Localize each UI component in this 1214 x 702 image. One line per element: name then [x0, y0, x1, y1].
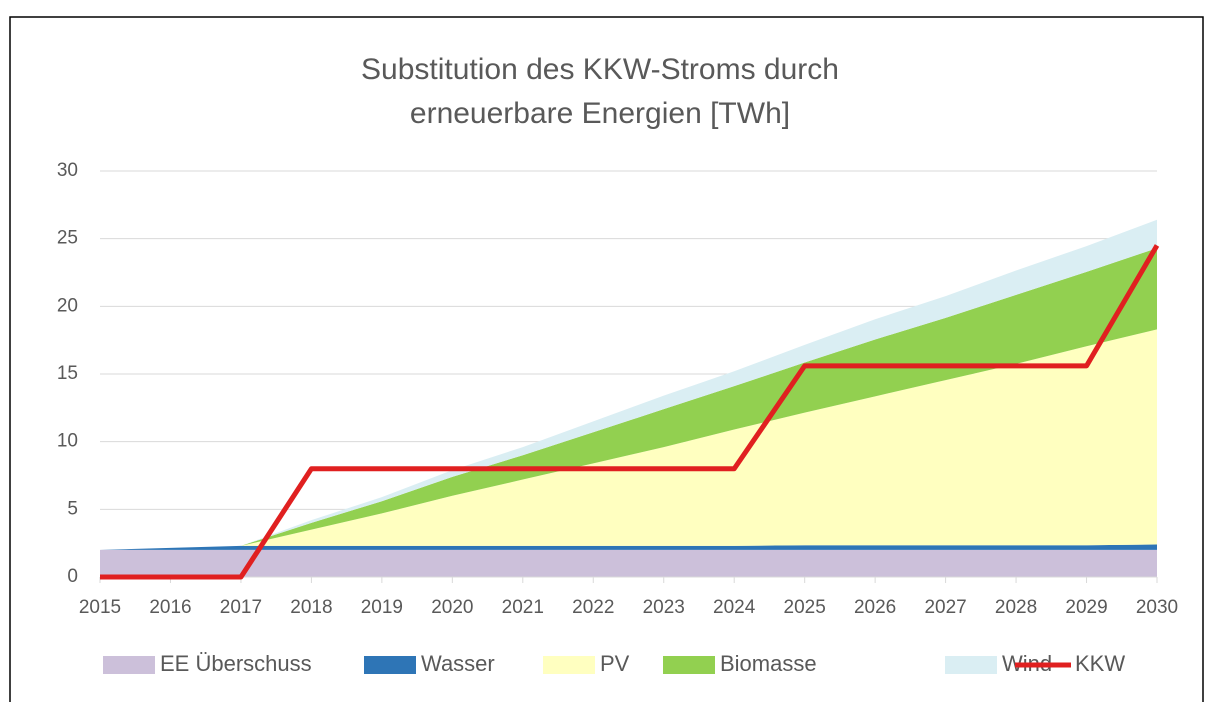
- x-tick-label: 2029: [1065, 597, 1107, 618]
- y-tick-label: 20: [57, 295, 78, 316]
- legend-label: Biomasse: [720, 651, 817, 676]
- y-tick-label: 25: [57, 228, 78, 249]
- x-tick-label: 2026: [854, 597, 896, 618]
- legend-label: PV: [600, 651, 630, 676]
- x-tick-label: 2015: [79, 597, 121, 618]
- legend-swatch: [364, 656, 416, 674]
- x-tick-label: 2030: [1136, 597, 1178, 618]
- x-tick-label: 2024: [713, 597, 756, 618]
- legend-swatch: [103, 656, 155, 674]
- x-tick-label: 2017: [220, 597, 262, 618]
- x-tick-label: 2018: [290, 597, 332, 618]
- x-tick-label: 2023: [643, 597, 685, 618]
- chart-frame: [9, 16, 1204, 702]
- legend-label: EE Überschuss: [160, 651, 312, 676]
- y-tick-label: 0: [67, 566, 78, 587]
- x-tick-label: 2025: [784, 597, 826, 618]
- x-tick-label: 2019: [361, 597, 403, 618]
- legend-swatch: [945, 656, 997, 674]
- y-tick-label: 15: [57, 363, 78, 384]
- line: [100, 244, 1160, 580]
- chart-title: erneuerbare Energien [TWh]: [410, 97, 790, 130]
- y-tick-label: 5: [67, 498, 78, 519]
- area: [100, 549, 1157, 577]
- x-tick-label: 2016: [149, 597, 191, 618]
- x-tick-label: 2020: [431, 597, 473, 618]
- y-tick-label: 30: [57, 160, 78, 181]
- legend-label: Wasser: [421, 651, 495, 676]
- legend-swatch: [543, 656, 595, 674]
- x-tick-label: 2028: [995, 597, 1037, 618]
- x-tick-label: 2027: [924, 597, 966, 618]
- x-tick-label: 2021: [502, 597, 544, 618]
- area: [100, 329, 1157, 550]
- chart-title: Substitution des KKW-Stroms durch: [361, 53, 839, 86]
- legend-swatch: [663, 656, 715, 674]
- y-tick-label: 10: [57, 431, 78, 452]
- x-tick-label: 2022: [572, 597, 614, 618]
- legend-label: KKW: [1075, 651, 1125, 676]
